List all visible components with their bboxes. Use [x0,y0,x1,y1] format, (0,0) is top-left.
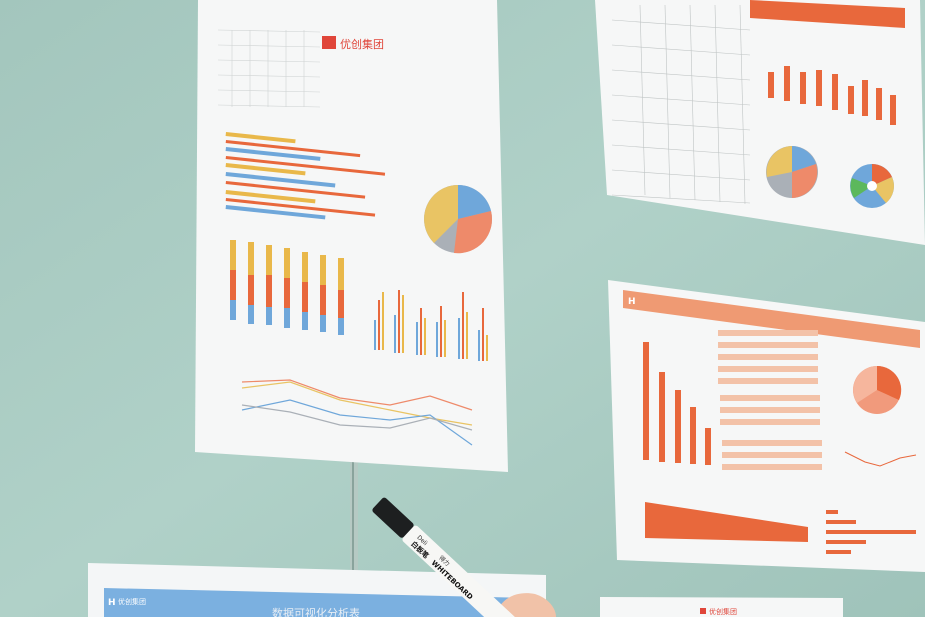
poster-title: 数据可视化分析表 [272,606,360,617]
logo: 优创集团 [322,36,384,51]
clustered-bar-chart [374,290,488,361]
top-right-poster [595,0,925,245]
center-poster: 优创集团 [195,0,508,472]
bottom-left-poster: H 优创集团 数据可视化分析表 [88,563,546,617]
svg-text:H: H [108,598,116,608]
bar-chart [643,342,711,465]
svg-text:优创集团: 优创集团 [118,597,146,606]
pie-chart [853,365,902,414]
bottom-right-poster: 优创集团 [600,597,843,617]
mid-right-poster: H [608,280,925,572]
donut-chart [850,164,894,208]
horizontal-bar-chart [225,132,386,220]
marker-cap [372,497,414,538]
hand [496,593,556,617]
bar-chart [768,66,896,125]
stacked-bar-chart [230,240,344,335]
area-chart [645,502,808,542]
line-chart [844,451,917,467]
svg-text:优创集团: 优创集团 [340,37,384,51]
table [718,330,822,470]
svg-text:H: H [628,297,636,307]
pie-chart [766,146,818,198]
marker-body [402,525,524,617]
svg-text:优创集团: 优创集团 [709,607,737,616]
pie-chart [424,185,493,254]
horizontal-bar-chart [826,510,916,554]
data-table [217,29,321,108]
line-chart [241,379,473,446]
